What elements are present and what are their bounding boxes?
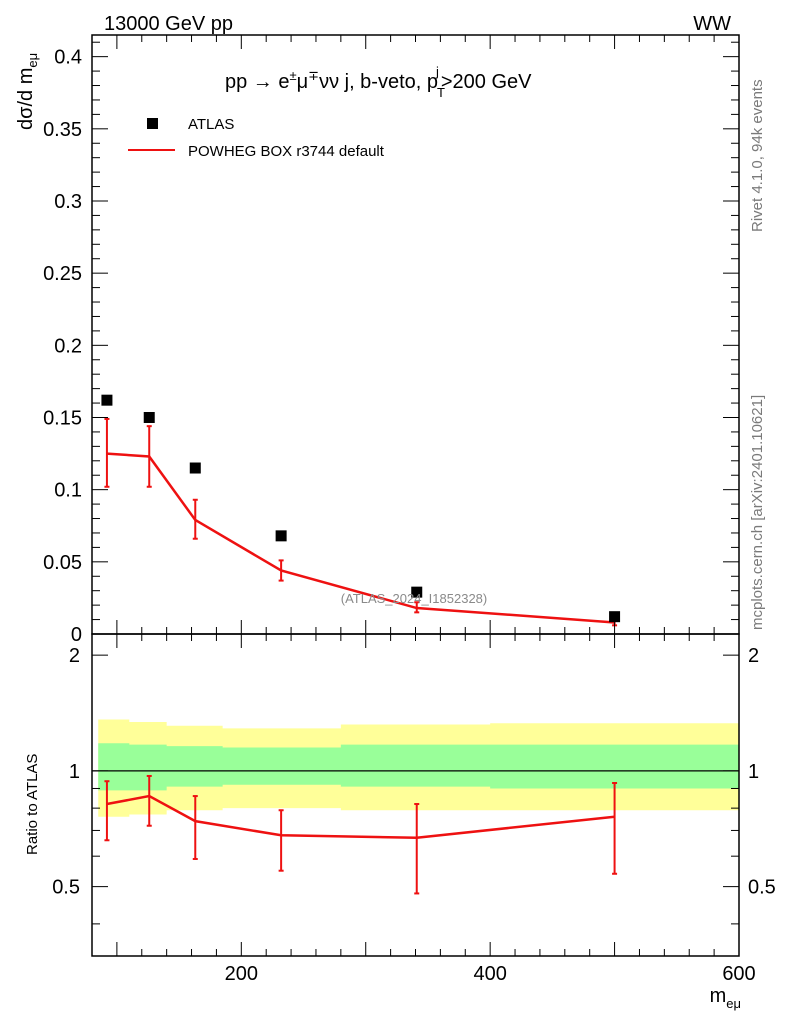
atlas-data-point xyxy=(275,530,287,542)
legend: ATLAS POWHEG BOX r3744 default xyxy=(128,116,385,160)
y-tick-label: 0.2 xyxy=(54,335,82,357)
x-tick-label: 600 xyxy=(722,963,755,985)
ratio-y-tick-label: 0.5 xyxy=(52,877,80,899)
mcplots-label: mcplots.cern.ch [arXiv:2401.10621] xyxy=(749,395,766,630)
analysis-watermark: (ATLAS_2024_I1852328) xyxy=(341,591,487,606)
ratio-y-tick-label: 2 xyxy=(69,645,80,667)
main-title: pp → e±μ∓νν j, b-veto, pTj >200 GeV xyxy=(225,64,532,100)
legend-powheg-label: POWHEG BOX r3744 default xyxy=(188,143,385,160)
rivet-label: Rivet 4.1.0, 94k events xyxy=(749,79,766,232)
main-ylabel: dσ/d meμ xyxy=(15,53,40,130)
y-tick-label: 0 xyxy=(71,624,82,646)
ratio-axes: 0.5 0.5 1 1 2 2 200 400 600 xyxy=(52,634,776,985)
main-axes: 0 0.05 0.1 0.15 0.2 0.25 0.3 0.35 0.4 xyxy=(43,35,740,646)
y-tick-label: 0.1 xyxy=(54,480,82,502)
ratio-y-tick-label-right: 2 xyxy=(748,645,759,667)
atlas-data-point xyxy=(609,611,621,623)
y-tick-label: 0.35 xyxy=(43,119,82,141)
atlas-data-point xyxy=(101,394,113,406)
energy-label: 13000 GeV pp xyxy=(104,13,233,35)
atlas-data-point xyxy=(189,462,201,474)
ratio-ylabel: Ratio to ATLAS xyxy=(24,754,41,855)
x-tick-label: 200 xyxy=(225,963,258,985)
y-tick-label: 0.3 xyxy=(54,191,82,213)
main-panel: 0 0.05 0.1 0.15 0.2 0.25 0.3 0.35 0.4 pp → e±μ∓ν… xyxy=(15,34,740,646)
atlas-data-point xyxy=(143,411,155,423)
x-tick-label: 400 xyxy=(473,963,506,985)
ratio-xlabel: meμ xyxy=(710,985,741,1011)
main-data-layer xyxy=(101,394,621,627)
y-tick-label: 0.15 xyxy=(43,407,82,429)
y-tick-label: 0.25 xyxy=(43,263,82,285)
uncertainty-band-inner xyxy=(98,743,740,791)
ratio-y-tick-label: 1 xyxy=(69,761,80,783)
legend-atlas-marker xyxy=(147,118,158,129)
ratio-y-tick-label-right: 1 xyxy=(748,761,759,783)
y-tick-label: 0.4 xyxy=(54,47,82,69)
y-tick-label: 0.05 xyxy=(43,552,82,574)
ratio-y-tick-label-right: 0.5 xyxy=(748,877,776,899)
ratio-line xyxy=(106,794,615,840)
ratio-data-layer xyxy=(92,719,740,895)
legend-atlas-label: ATLAS xyxy=(188,116,234,133)
ratio-panel: 0.5 0.5 1 1 2 2 200 400 600 Ratio to ATLAS meμ xyxy=(24,633,776,1011)
atlas-data-point xyxy=(411,586,423,598)
process-label: WW xyxy=(693,13,731,35)
powheg-line xyxy=(106,452,615,624)
